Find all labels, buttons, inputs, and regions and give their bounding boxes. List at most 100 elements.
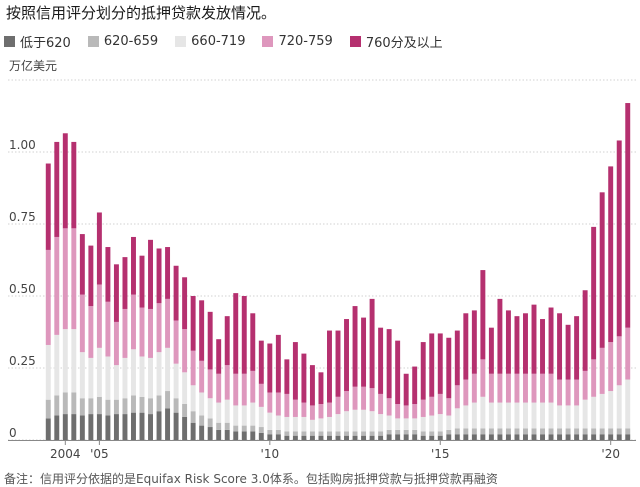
legend-item-0: 低于620 — [4, 32, 71, 51]
bar-segment-s4-b27 — [275, 334, 281, 393]
bar-segment-s2-b10 — [131, 349, 136, 396]
bar-segment-s3-b25 — [258, 383, 264, 407]
bar-segment-s2-b54 — [505, 402, 511, 429]
bar-segment-s1-b34 — [335, 431, 341, 436]
bar-segment-s1-b54 — [505, 428, 511, 435]
bar-segment-s0-b10 — [131, 412, 136, 440]
bar-segment-s3-b34 — [335, 396, 341, 415]
bar-segment-s1-b50 — [471, 428, 477, 435]
bar-segment-s2-b46 — [437, 414, 443, 432]
bar-segment-s3-b8 — [113, 321, 119, 366]
bar-segment-s0-b48 — [454, 434, 460, 440]
bar-segment-s1-b17 — [190, 411, 196, 423]
bar-segment-s3-b66 — [608, 342, 614, 392]
bar-segment-s4-b32 — [318, 372, 324, 404]
bar-segment-s3-b54 — [505, 373, 511, 403]
bar-segment-s2-b34 — [335, 414, 341, 432]
y-axis-unit: 万亿美元 — [9, 58, 57, 73]
bar-segment-s4-b35 — [344, 319, 349, 392]
bar-segment-s3-b62 — [574, 379, 580, 406]
bar-segment-s4-b49 — [463, 313, 469, 380]
bar-segment-s4-b61 — [565, 324, 571, 380]
bar-segment-s4-b62 — [574, 316, 580, 380]
bar-segment-s4-b33 — [327, 330, 332, 403]
bar-segment-s4-b13 — [156, 248, 162, 304]
bar-segment-s3-b16 — [182, 329, 188, 373]
bar-segment-s4-b68 — [625, 103, 631, 328]
bar-segment-s1-b56 — [523, 428, 528, 435]
bar-segment-s0-b32 — [318, 435, 324, 440]
bar-segment-s3-b7 — [105, 301, 111, 357]
bar-segment-s3-b6 — [96, 284, 102, 348]
bar-segment-s1-b26 — [267, 429, 273, 435]
bar-segment-s3-b63 — [582, 370, 588, 400]
bar-segment-s1-b38 — [369, 431, 375, 436]
bar-segment-s3-b20 — [216, 373, 222, 403]
bar-segment-s2-b42 — [403, 418, 409, 430]
bar-segment-s1-b11 — [139, 396, 145, 413]
x-tick-label-0: 2004 — [50, 447, 81, 461]
bar-segment-s2-b56 — [523, 402, 528, 429]
bar-segment-s0-b19 — [207, 427, 213, 440]
bar-segment-s1-b20 — [216, 422, 222, 430]
bar-segment-s2-b18 — [199, 392, 205, 416]
bar-segment-s2-b64 — [591, 396, 597, 429]
bar-segment-s4-b25 — [258, 340, 264, 384]
bar-segment-s4-b46 — [437, 333, 443, 394]
legend-swatch-1 — [87, 35, 99, 47]
bar-segment-s3-b26 — [267, 392, 273, 413]
bar-segment-s1-b67 — [616, 428, 622, 435]
bar-segment-s3-b44 — [420, 399, 426, 417]
bar-segment-s4-b63 — [582, 290, 588, 371]
bar-segment-s0-b44 — [420, 435, 426, 440]
bar-segment-s1-b6 — [96, 396, 102, 415]
bar-segment-s2-b31 — [309, 419, 315, 432]
bar-segment-s0-b51 — [480, 434, 486, 440]
bar-segment-s2-b29 — [292, 416, 298, 432]
bar-segment-s4-b64 — [591, 226, 597, 360]
bar-segment-s3-b23 — [241, 373, 247, 406]
bar-segment-s2-b15 — [173, 363, 179, 399]
bar-segment-s4-b53 — [497, 298, 503, 374]
bar-segment-s0-b21 — [224, 429, 230, 440]
bar-segment-s0-b18 — [199, 425, 205, 440]
bar-segment-s3-b49 — [463, 379, 469, 406]
bar-segment-s2-b35 — [344, 411, 349, 432]
bar-segment-s1-b64 — [591, 428, 597, 435]
bar-segment-s2-b3 — [71, 329, 77, 393]
bar-segment-s3-b13 — [156, 303, 162, 353]
bar-segment-s2-b26 — [267, 412, 273, 430]
legend-label-2: 660-719 — [191, 33, 246, 49]
bar-segment-s2-b53 — [497, 402, 503, 429]
bar-segment-s0-b4 — [79, 415, 85, 440]
bar-segment-s0-b49 — [463, 434, 469, 440]
bar-segment-s4-b66 — [608, 166, 614, 343]
bar-segment-s0-b63 — [582, 434, 588, 440]
bar-segment-s0-b45 — [429, 435, 435, 440]
legend-item-2: 660-719 — [175, 34, 245, 49]
bar-segment-s3-b9 — [122, 308, 128, 358]
bar-segment-s1-b39 — [378, 431, 384, 436]
bar-segment-s2-b57 — [531, 402, 537, 429]
bar-segment-s0-b14 — [165, 408, 171, 440]
bar-segment-s4-b21 — [224, 316, 230, 366]
bar-segment-s0-b41 — [395, 434, 401, 440]
legend-label-4: 760分及以上 — [365, 35, 443, 51]
bar-segment-s4-b11 — [139, 255, 145, 308]
bar-segment-s1-b1 — [54, 395, 60, 416]
bar-segment-s2-b22 — [233, 405, 239, 426]
bar-segment-s4-b20 — [216, 339, 222, 374]
bar-segment-s4-b56 — [523, 313, 528, 374]
bar-segment-s1-b59 — [548, 428, 554, 435]
bar-segment-s4-b40 — [386, 329, 392, 399]
bar-segment-s1-b21 — [224, 422, 230, 430]
bar-segment-s1-b57 — [531, 428, 537, 435]
legend-swatch-0 — [4, 35, 15, 47]
bar-segment-s3-b10 — [131, 294, 136, 350]
bar-segment-s4-b5 — [88, 245, 94, 307]
bar-segment-s0-b24 — [250, 431, 256, 440]
bar-segment-s4-b2 — [62, 133, 68, 229]
bar-segment-s2-b24 — [250, 402, 256, 426]
bar-segment-s1-b23 — [241, 425, 247, 432]
